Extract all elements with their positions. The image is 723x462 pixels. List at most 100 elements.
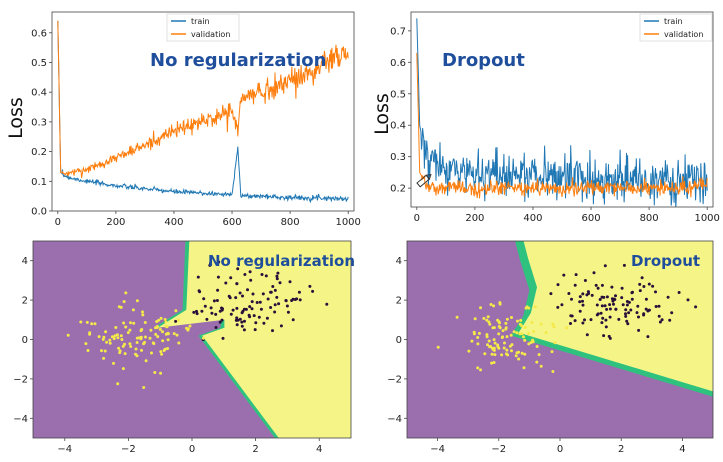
data-point-yellow [565, 326, 568, 330]
data-point-dark [252, 314, 256, 318]
data-point-dark [651, 284, 655, 288]
data-point-dark [261, 292, 265, 296]
data-point-yellow [163, 318, 167, 321]
data-point-dark [235, 306, 239, 310]
data-point-yellow [522, 335, 525, 339]
data-point-dark [583, 279, 587, 282]
data-point-yellow [124, 291, 128, 295]
data-point-yellow [101, 337, 105, 341]
data-point-dark [668, 318, 672, 322]
data-point-yellow [535, 345, 539, 348]
plot-frame [410, 11, 714, 208]
data-point-yellow [523, 338, 527, 342]
data-point-dark [216, 275, 220, 279]
data-point-yellow [482, 316, 486, 320]
y-tick-label: 4 [396, 256, 402, 267]
data-point-dark [205, 317, 209, 321]
data-point-dark [677, 291, 681, 294]
data-point-dark [562, 273, 566, 277]
data-point-dark [654, 305, 658, 308]
data-point-yellow [476, 366, 480, 370]
data-point-dark [224, 281, 228, 285]
data-point-dark [229, 312, 233, 316]
data-point-yellow [131, 308, 135, 312]
data-point-dark [637, 315, 640, 319]
x-tick-label: 0 [557, 444, 563, 455]
data-point-dark [608, 307, 612, 311]
data-point-yellow [544, 331, 548, 334]
data-point-dark [278, 281, 282, 285]
data-point-dark [293, 298, 297, 301]
data-point-dark [574, 273, 578, 277]
data-point-yellow [186, 327, 190, 331]
data-point-yellow [108, 341, 112, 345]
data-point-dark [608, 303, 612, 307]
data-point-yellow [135, 341, 139, 344]
data-point-dark [273, 303, 277, 307]
data-point-dark [608, 315, 612, 319]
data-point-dark [311, 289, 315, 293]
data-point-yellow [105, 340, 109, 344]
data-point-dark [197, 289, 201, 293]
data-point-yellow [506, 353, 510, 357]
data-point-yellow [503, 341, 506, 345]
data-point-dark [586, 290, 590, 294]
data-point-yellow [530, 321, 534, 324]
panel-loss-dropout: Loss 0 200 400 600 800 1000 0.2 0.3 0.4 0.5 0.6 0.7… [371, 11, 720, 224]
panel-boundary-dropout: −4 −2 0 2 4 −4 −2 0 2 4 Dropout [387, 240, 714, 455]
data-point-yellow [124, 325, 128, 329]
y-tick-label: 0.4 [390, 121, 406, 132]
data-point-dark [231, 308, 235, 312]
data-point-dark [600, 321, 604, 325]
data-point-dark [202, 297, 206, 301]
data-point-dark [642, 313, 646, 317]
data-point-yellow [527, 306, 531, 310]
data-point-yellow [500, 353, 504, 357]
y-tick-label: 0.2 [31, 147, 47, 158]
data-point-dark [636, 304, 640, 308]
y-tick-label: 0.5 [390, 89, 406, 100]
y-tick-label: 0.2 [390, 184, 406, 195]
data-point-yellow [158, 328, 162, 331]
data-point-dark [642, 285, 646, 288]
data-point-dark [196, 275, 200, 279]
data-point-dark [585, 333, 589, 337]
data-point-yellow [498, 321, 501, 325]
data-point-dark [260, 273, 264, 276]
data-point-dark [248, 270, 252, 274]
data-point-dark [626, 322, 630, 326]
data-point-dark [269, 290, 273, 294]
data-point-dark [581, 299, 584, 303]
data-point-dark [221, 336, 225, 340]
data-point-dark [647, 282, 651, 286]
data-point-yellow [86, 349, 90, 352]
data-point-dark [220, 318, 224, 322]
data-point-yellow [113, 334, 117, 338]
data-point-yellow [153, 371, 157, 374]
data-point-yellow [121, 367, 125, 371]
data-point-yellow [520, 351, 524, 355]
data-point-dark [209, 306, 213, 310]
data-point-dark [556, 305, 560, 309]
data-point-dark [218, 320, 222, 324]
data-point-yellow [492, 304, 496, 308]
data-point-dark [275, 274, 279, 278]
data-point-yellow [152, 342, 156, 346]
data-point-dark [603, 304, 607, 308]
data-point-yellow [527, 342, 531, 346]
data-point-yellow [490, 361, 494, 365]
data-point-dark [581, 303, 585, 307]
data-point-yellow [523, 352, 527, 356]
x-tick-label: 400 [523, 213, 542, 224]
data-point-yellow [514, 354, 518, 358]
data-point-yellow [129, 345, 133, 348]
data-point-dark [200, 309, 204, 313]
data-point-yellow [118, 349, 122, 353]
data-point-dark [243, 319, 246, 323]
data-point-yellow [108, 338, 112, 342]
data-point-dark [581, 321, 585, 325]
data-point-yellow [143, 321, 147, 324]
region-class-b [518, 241, 713, 392]
data-point-dark [214, 326, 218, 329]
